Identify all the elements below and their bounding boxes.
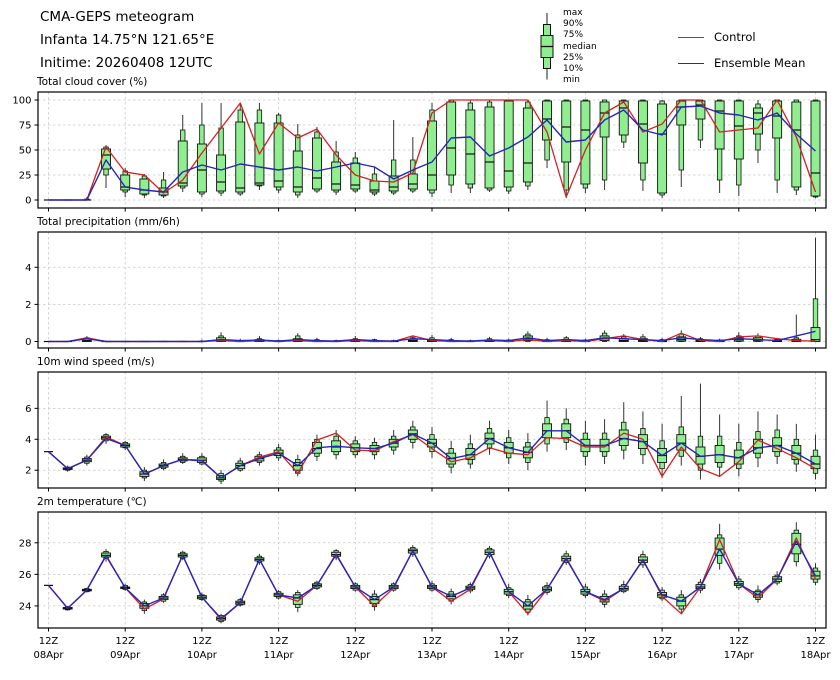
ytick-label-precipitation: 2 — [25, 300, 31, 311]
boxplot-legend-label: 10% — [563, 64, 584, 75]
panel-title-temperature: 2m temperature (℃) — [37, 496, 147, 508]
ytick-label-precipitation: 4 — [25, 263, 31, 274]
chart-title: CMA-GEPS meteogram — [40, 9, 195, 25]
xtick-date-label: 17Apr — [724, 650, 755, 661]
boxplot-legend-label: 90% — [563, 19, 584, 30]
xtick-date-label: 10Apr — [187, 650, 218, 661]
panel-precipitation: 0 2 4 — [25, 231, 827, 352]
ticks-precipitation: 0 2 4 — [25, 263, 816, 352]
ytick-label-wind_speed: 4 — [25, 435, 31, 446]
xtick-time-label: 12Z — [346, 636, 366, 647]
boxplot-legend-label: 25% — [563, 52, 584, 63]
location-label: Infanta 14.75°N 121.65°E — [40, 32, 215, 48]
xtick-date-label: 13Apr — [417, 650, 448, 661]
control-line-cloud_cover — [48, 99, 817, 201]
x-axis-labels: 12Z 08Apr 12Z 09Apr 12Z 10Apr 12Z 11Apr 12Z 12Apr… — [33, 636, 831, 661]
ytick-label-temperature: 26 — [19, 570, 32, 581]
panel-cloud_cover: 0 25 50 75 100 — [12, 91, 827, 212]
grid-precipitation — [38, 232, 826, 348]
legend-entry-ensemble-mean: Ensemble Mean — [678, 50, 805, 76]
ytick-label-cloud_cover: 100 — [12, 96, 31, 107]
ytick-label-temperature: 24 — [19, 601, 32, 612]
boxplot-legend-label: median — [563, 41, 597, 52]
legend-entry-label: Ensemble Mean — [714, 56, 806, 70]
ticks-cloud_cover: 0 25 50 75 100 — [12, 96, 816, 212]
header: CMA-GEPS meteogram Infanta 14.75°N 121.6… — [40, 6, 214, 75]
ytick-label-cloud_cover: 75 — [19, 121, 32, 132]
ytick-label-cloud_cover: 25 — [19, 171, 32, 182]
ticks-temperature: 24 26 28 — [19, 538, 816, 632]
xtick-time-label: 12Z — [192, 636, 212, 647]
xtick-date-label: 16Apr — [647, 650, 678, 661]
grid-temperature — [38, 512, 826, 628]
legend-line-swatch — [678, 62, 704, 64]
ensemble-mean-line-cloud_cover — [48, 105, 816, 201]
xtick-date-label: 15Apr — [570, 650, 601, 661]
ticks-wind_speed: 2 4 6 — [25, 404, 816, 492]
boxplot-legend-labels: max 90% 75% median 25% 10% min — [563, 8, 597, 86]
xtick-date-label: 14Apr — [494, 650, 525, 661]
ytick-label-precipitation: 0 — [25, 337, 31, 348]
xtick-time-label: 12Z — [729, 636, 749, 647]
inittime-label: Initime: 20260408 12UTC — [40, 55, 213, 71]
xtick-time-label: 12Z — [499, 636, 519, 647]
xtick-time-label: 12Z — [806, 636, 826, 647]
boxplot-legend-label: max — [563, 8, 583, 18]
xtick-time-label: 12Z — [269, 636, 289, 647]
ensemble-mean-line-wind_speed — [48, 430, 816, 479]
boxplot-legend-label: 75% — [563, 30, 584, 41]
xtick-date-label: 12Apr — [340, 650, 371, 661]
legend-entry-control: Control — [678, 24, 805, 50]
panel-wind_speed: 2 4 6 — [25, 371, 827, 492]
legend-line-swatch — [678, 36, 704, 38]
xtick-date-label: 08Apr — [33, 650, 64, 661]
ytick-label-cloud_cover: 50 — [19, 146, 32, 157]
panel-title-wind-speed: 10m wind speed (m/s) — [37, 356, 155, 368]
xtick-time-label: 12Z — [576, 636, 596, 647]
legend-entry-label: Control — [714, 30, 756, 44]
xtick-time-label: 12Z — [422, 636, 442, 647]
boxplot-legend-label: min — [563, 75, 580, 86]
ytick-label-temperature: 28 — [19, 538, 32, 549]
ytick-label-wind_speed: 2 — [25, 466, 31, 477]
xtick-time-label: 12Z — [39, 636, 59, 647]
panel-title-precipitation: Total precipitation (mm/6h) — [37, 216, 180, 228]
xtick-date-label: 18Apr — [800, 650, 831, 661]
panel-title-cloud-cover: Total cloud cover (%) — [37, 76, 148, 88]
ytick-label-cloud_cover: 0 — [25, 196, 31, 207]
xtick-date-label: 11Apr — [264, 650, 295, 661]
xtick-date-label: 09Apr — [110, 650, 141, 661]
line-legend: Control Ensemble Mean — [678, 24, 805, 76]
ytick-label-wind_speed: 6 — [25, 404, 31, 415]
ensemble-mean-line-temperature — [47, 540, 817, 620]
boxplots-cloud_cover — [44, 99, 821, 201]
xtick-time-label: 12Z — [652, 636, 672, 647]
xtick-time-label: 12Z — [115, 636, 135, 647]
ensemble-mean-line-precipitation — [48, 330, 816, 343]
panel-temperature: 24262812Z08Apr12Z09Apr12Z10Apr12Z11Apr12… — [19, 511, 831, 661]
